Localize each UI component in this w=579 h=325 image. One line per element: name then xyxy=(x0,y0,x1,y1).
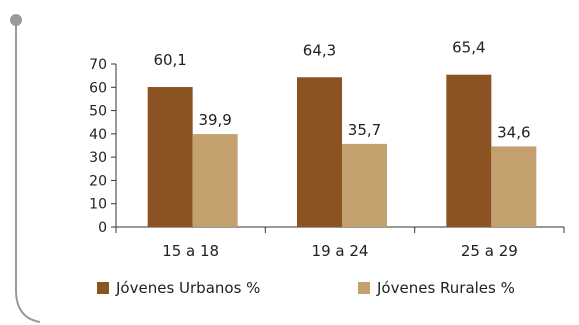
y-tick-label-10: 10 xyxy=(89,197,107,213)
y-tick-label-50: 50 xyxy=(89,104,107,120)
data-label: 65,4 xyxy=(452,39,485,57)
bar-rurales xyxy=(192,134,238,227)
legend-label-urbanos: Jóvenes Urbanos % xyxy=(115,279,260,297)
legend-label-rurales: Jóvenes Rurales % xyxy=(376,279,515,297)
bar-urbanos xyxy=(297,77,342,227)
x-axis: 15 a 18 19 a 24 25 a 29 xyxy=(115,226,565,260)
y-tick-label-30: 30 xyxy=(89,150,107,166)
x-category-label: 15 a 18 xyxy=(162,242,219,260)
bar-urbanos xyxy=(147,87,193,227)
y-axis: 0 10 20 30 40 50 60 70 xyxy=(89,57,117,236)
decorative-frame xyxy=(10,14,41,323)
x-category-label: 19 a 24 xyxy=(312,242,369,260)
value-labels: 60,1 39,9 64,3 35,7 65,4 34,6 xyxy=(153,39,530,142)
bar-rurales xyxy=(491,146,537,227)
bar-rurales xyxy=(342,143,387,227)
bars xyxy=(147,74,537,227)
frame-line xyxy=(15,20,41,323)
x-category-label: 25 a 29 xyxy=(461,242,518,260)
y-tick-label-40: 40 xyxy=(89,127,107,143)
legend-swatch-urbanos xyxy=(97,282,109,294)
legend: Jóvenes Urbanos % Jóvenes Rurales % xyxy=(97,279,515,297)
data-label: 39,9 xyxy=(198,111,231,129)
legend-swatch-rurales xyxy=(358,282,370,294)
data-label: 64,3 xyxy=(303,41,336,59)
data-label: 35,7 xyxy=(348,121,381,139)
bar-urbanos xyxy=(446,74,492,227)
y-tick-label-60: 60 xyxy=(89,80,107,96)
y-tick-label-20: 20 xyxy=(89,173,107,189)
data-label: 34,6 xyxy=(497,123,530,141)
data-label: 60,1 xyxy=(153,51,186,69)
y-tick-label-0: 0 xyxy=(98,220,107,236)
y-tick-label-70: 70 xyxy=(89,57,107,73)
